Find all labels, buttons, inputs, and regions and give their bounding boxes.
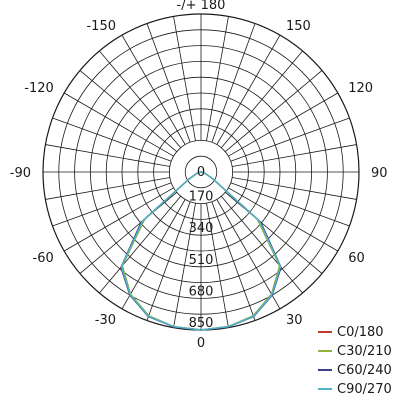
angle-label: 0 bbox=[197, 336, 205, 351]
legend-label: C30/210 bbox=[337, 344, 392, 359]
grid-spoke bbox=[230, 182, 350, 227]
grid-spoke bbox=[99, 195, 181, 294]
radial-labels: 0 170 340 510 680 850 bbox=[189, 165, 214, 331]
grid-spoke bbox=[63, 187, 174, 252]
grid-spoke bbox=[221, 50, 303, 149]
grid-spoke bbox=[121, 199, 186, 310]
angle-label: -/+ 180 bbox=[177, 0, 226, 13]
grid-spoke bbox=[79, 192, 178, 274]
angle-label: 150 bbox=[286, 19, 311, 34]
grid-spoke bbox=[79, 70, 178, 152]
radial-tick-label: 0 bbox=[197, 165, 205, 180]
radial-tick-label: 850 bbox=[189, 316, 214, 331]
grid-spoke bbox=[99, 50, 181, 149]
grid-spoke bbox=[146, 23, 191, 143]
angle-label: -60 bbox=[33, 251, 54, 266]
grid-spoke bbox=[211, 23, 256, 143]
series-line-c90-270 bbox=[120, 171, 282, 331]
angle-label: 90 bbox=[371, 166, 388, 181]
series-group bbox=[120, 171, 282, 331]
grid-spoke bbox=[63, 92, 174, 157]
grid-spoke bbox=[232, 144, 357, 167]
radial-tick-label: 680 bbox=[189, 284, 214, 299]
legend-label: C0/180 bbox=[337, 325, 384, 340]
grid-spoke bbox=[221, 195, 303, 294]
angle-label: -120 bbox=[24, 81, 54, 96]
grid-spoke bbox=[228, 187, 339, 252]
grid-spoke bbox=[216, 199, 281, 310]
grid-spoke bbox=[228, 92, 339, 157]
radial-tick-label: 510 bbox=[189, 253, 214, 268]
angle-label: 60 bbox=[348, 251, 365, 266]
grid-spoke bbox=[232, 177, 357, 200]
angle-labels: -/+ 180 -150 150 -120 120 -90 90 -60 60 -30 30 0 bbox=[10, 0, 388, 351]
grid-spoke bbox=[230, 117, 350, 162]
grid-spoke bbox=[45, 144, 170, 167]
grid-spoke bbox=[206, 203, 229, 328]
grid-spoke bbox=[211, 201, 256, 321]
grid-ring bbox=[184, 155, 218, 189]
grid-spoke bbox=[146, 201, 191, 321]
grid-spoke bbox=[224, 70, 323, 152]
legend: C0/180 C30/210 C60/240 C90/270 bbox=[318, 325, 392, 397]
grid-spoke bbox=[206, 16, 229, 141]
grid-spoke bbox=[121, 34, 186, 145]
grid-spoke bbox=[173, 16, 196, 141]
radial-tick-label: 170 bbox=[189, 190, 214, 205]
grid-spoke bbox=[173, 203, 196, 328]
angle-label: 120 bbox=[348, 81, 373, 96]
radial-tick-label: 340 bbox=[189, 221, 214, 236]
legend-label: C60/240 bbox=[337, 363, 392, 378]
grid-spoke bbox=[45, 177, 170, 200]
grid-spoke bbox=[224, 192, 323, 274]
grid-spoke bbox=[52, 182, 172, 227]
grid-spoke bbox=[52, 117, 172, 162]
legend-label: C90/270 bbox=[337, 382, 392, 397]
angle-label: -150 bbox=[86, 19, 116, 34]
polar-grid bbox=[42, 13, 360, 331]
angle-label: -30 bbox=[95, 313, 116, 328]
angle-label: -90 bbox=[10, 166, 31, 181]
angle-label: 30 bbox=[286, 313, 303, 328]
grid-spoke bbox=[216, 34, 281, 145]
